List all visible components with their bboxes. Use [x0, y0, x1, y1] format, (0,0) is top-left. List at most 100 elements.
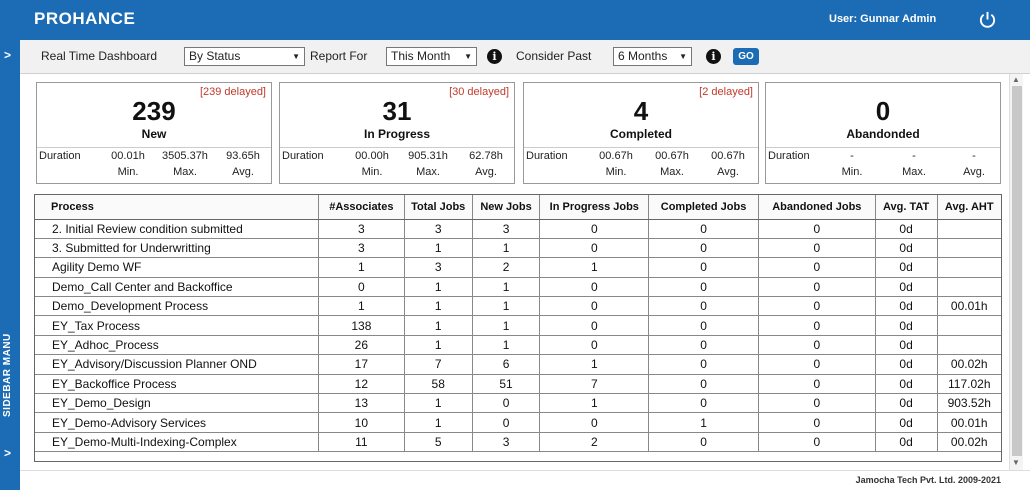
- table-row[interactable]: EY_Adhoc_Process 26 1 1 0 0 0 0d: [35, 335, 1001, 356]
- duration-avg: 93.65h: [226, 150, 260, 162]
- table-cell: 3: [318, 219, 405, 239]
- divider: [524, 147, 758, 148]
- status-label: In Progress: [363, 127, 431, 141]
- table-cell: 1: [404, 277, 473, 298]
- table-cell: 0: [648, 374, 759, 395]
- dashboard-select-value: By Status: [189, 49, 241, 63]
- duration-label: Duration: [768, 150, 810, 162]
- table-header-row: Process #Associates Total Jobs New Jobs …: [35, 195, 1001, 220]
- status-card-abandoned[interactable]: 0 Abandonded Duration - - - Min. Max. Av…: [765, 82, 1001, 184]
- table-cell: [937, 219, 1001, 239]
- table-cell: 0: [318, 277, 405, 298]
- table-cell: 0d: [875, 277, 938, 298]
- scroll-down-icon[interactable]: ▼: [1012, 458, 1020, 467]
- table-body: 2. Initial Review condition submitted 3 3 3…: [35, 219, 1001, 453]
- status-card-new[interactable]: [239 delayed] 239 New Duration 00.01h 35…: [36, 82, 272, 184]
- divider: [766, 147, 1000, 148]
- table-cell: 13: [318, 393, 405, 414]
- table-row[interactable]: EY_Demo_Design 13 1 0 1 0 0 0d 903.52h: [35, 393, 1001, 414]
- duration-avg: 00.67h: [711, 150, 745, 162]
- table-cell: 0: [758, 335, 876, 356]
- table-cell: 0: [472, 412, 541, 433]
- chevron-down-icon: ▼: [292, 52, 300, 61]
- job-count: 4: [633, 96, 649, 126]
- column-header[interactable]: New Jobs: [472, 195, 541, 220]
- past-select-value: 6 Months: [618, 49, 668, 63]
- table-cell: 0d: [875, 412, 938, 433]
- column-header[interactable]: Avg. AHT: [937, 195, 1001, 220]
- table-cell: 903.52h: [937, 393, 1001, 414]
- process-name-cell: Demo_Call Center and Backoffice: [35, 277, 319, 298]
- table-cell: 1: [404, 238, 473, 259]
- table-cell: 0d: [875, 238, 938, 259]
- info-icon[interactable]: i: [487, 49, 502, 64]
- duration-max: -: [912, 150, 916, 162]
- table-row[interactable]: EY_Demo-Advisory Services 10 1 0 0 1 0 0d 00.01h: [35, 412, 1001, 433]
- table-row[interactable]: EY_Tax Process 138 1 1 0 0 0 0d: [35, 315, 1001, 336]
- info-icon[interactable]: i: [706, 49, 721, 64]
- table-row[interactable]: 3. Submitted for Underwritting 3 1 1 0 0 0 0d: [35, 238, 1001, 259]
- table-cell: 51: [472, 374, 541, 395]
- avg-label: Avg.: [717, 166, 739, 178]
- table-row[interactable]: 2. Initial Review condition submitted 3 3 3…: [35, 219, 1001, 239]
- table-cell: 0d: [875, 315, 938, 336]
- status-card-in-progress[interactable]: [30 delayed] 31 In Progress Duration 00.…: [279, 82, 515, 184]
- sidebar-expand-top-icon[interactable]: >: [4, 48, 12, 62]
- table-row[interactable]: EY_Advisory/Discussion Planner OND 17 7 6 1 0…: [35, 354, 1001, 375]
- table-cell: 0: [758, 238, 876, 259]
- report-select[interactable]: This Month ▼: [386, 47, 477, 66]
- table-cell: 0: [539, 315, 650, 336]
- max-label: Max.: [416, 166, 440, 178]
- duration-min: 00.67h: [599, 150, 633, 162]
- vertical-scrollbar[interactable]: ▲ ▼: [1009, 74, 1023, 470]
- table-cell: 1: [472, 335, 541, 356]
- duration-max: 00.67h: [655, 150, 689, 162]
- column-header[interactable]: In Progress Jobs: [539, 195, 650, 220]
- table-cell: 0: [648, 432, 759, 453]
- table-row[interactable]: Agility Demo WF 1 3 2 1 0 0 0d: [35, 257, 1001, 278]
- table-cell: 0: [758, 412, 876, 433]
- dashboard-select[interactable]: By Status ▼: [184, 47, 305, 66]
- table-cell: [937, 315, 1001, 336]
- sidebar-label[interactable]: SIDEBAR MANU: [2, 333, 13, 417]
- table-cell: 11: [318, 432, 405, 453]
- table-cell: 0: [648, 393, 759, 414]
- scroll-up-icon[interactable]: ▲: [1012, 75, 1020, 84]
- table-cell: [937, 257, 1001, 278]
- sidebar-expand-bottom-icon[interactable]: >: [4, 446, 12, 460]
- job-count: 239: [132, 96, 176, 126]
- scroll-thumb[interactable]: [1012, 86, 1022, 456]
- filter-bar: Real Time Dashboard By Status ▼ Report F…: [20, 40, 1030, 74]
- table-cell: 0: [758, 257, 876, 278]
- table-cell: 2: [539, 432, 650, 453]
- duration-max: 3505.37h: [162, 150, 208, 162]
- table-cell: 1: [648, 412, 759, 433]
- column-header[interactable]: Avg. TAT: [875, 195, 938, 220]
- table-row[interactable]: EY_Backoffice Process 12 58 51 7 0 0 0d 117.02h: [35, 374, 1001, 395]
- column-header[interactable]: Abandoned Jobs: [758, 195, 876, 220]
- column-header[interactable]: Total Jobs: [404, 195, 473, 220]
- table-cell: 0d: [875, 374, 938, 395]
- status-card-completed[interactable]: [2 delayed] 4 Completed Duration 00.67h …: [523, 82, 759, 184]
- process-name-cell: Demo_Development Process: [35, 296, 319, 317]
- user-name: User: Gunnar Admin: [829, 13, 937, 25]
- power-icon[interactable]: [978, 10, 997, 29]
- table-row[interactable]: Demo_Development Process 1 1 1 0 0 0 0d 00.01h: [35, 296, 1001, 317]
- table-row[interactable]: Demo_Call Center and Backoffice 0 1 1 0 0 0 0d: [35, 277, 1001, 298]
- table-cell: 7: [404, 354, 473, 375]
- sidebar[interactable]: > SIDEBAR MANU >: [0, 40, 20, 490]
- min-label: Min.: [841, 166, 863, 178]
- table-cell: 3: [472, 219, 541, 239]
- past-select[interactable]: 6 Months ▼: [613, 47, 692, 66]
- table-cell: 0: [648, 238, 759, 259]
- column-header[interactable]: Process: [35, 195, 319, 220]
- go-button[interactable]: GO: [733, 48, 759, 65]
- column-header[interactable]: #Associates: [318, 195, 405, 220]
- column-header[interactable]: Completed Jobs: [648, 195, 759, 220]
- duration-avg: 62.78h: [469, 150, 503, 162]
- process-name-cell: EY_Adhoc_Process: [35, 335, 319, 356]
- max-label: Max.: [660, 166, 684, 178]
- table-cell: 0: [758, 432, 876, 453]
- report-select-value: This Month: [391, 49, 451, 63]
- table-row[interactable]: EY_Demo-Multi-Indexing-Complex 11 5 3 2 0 0 0d 0…: [35, 432, 1001, 453]
